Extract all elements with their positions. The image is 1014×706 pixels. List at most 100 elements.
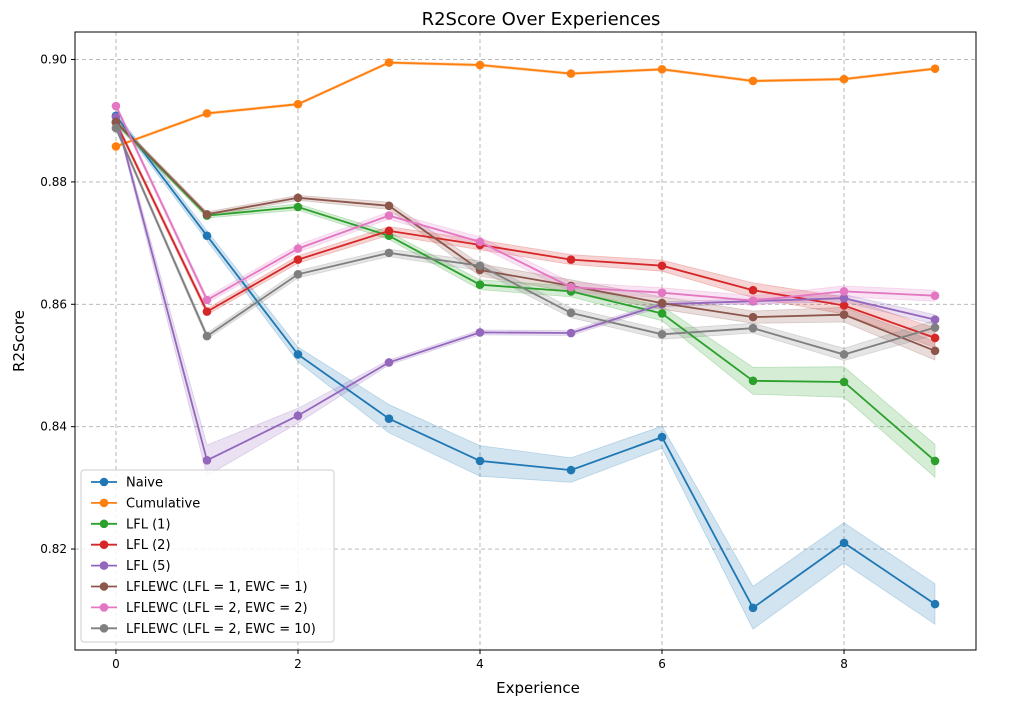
band-lfl-1- <box>115 119 936 479</box>
line-cumulative <box>115 61 936 148</box>
point-lfl-5 <box>930 315 940 324</box>
legend-marker <box>99 561 109 570</box>
point-lflewc-lfl-2-ewc-2 <box>930 291 940 301</box>
point-lfl-2 <box>384 226 394 236</box>
point-lfl-5 <box>384 358 394 367</box>
legend-label: LFLEWC (LFL = 2, EWC = 2) <box>126 601 308 616</box>
point-naive <box>475 456 485 466</box>
point-lflewc-lfl-1-ewc-1 <box>657 298 667 308</box>
point-lflewc-lfl-1-ewc-1 <box>748 312 758 322</box>
point-lfl-5 <box>293 411 303 420</box>
point-cumulative <box>293 99 303 109</box>
legend-marker <box>99 477 109 487</box>
x-axis-title: Experience <box>496 679 580 697</box>
legend-label: Naive <box>126 476 163 491</box>
point-naive <box>748 603 758 613</box>
point-lflewc-lfl-2-ewc-2 <box>839 287 849 296</box>
point-lflewc-lfl-2-ewc-2 <box>202 295 212 305</box>
line-lflewc-lfl-1-ewc-1 <box>115 121 936 352</box>
point-lfl-2 <box>930 333 940 343</box>
point-lfl-5 <box>839 293 849 303</box>
point-lflewc-lfl-2-ewc-2 <box>748 296 758 305</box>
point-lflewc-lfl-2-ewc-10 <box>566 308 576 318</box>
point-lfl-5 <box>202 456 212 465</box>
point-cumulative <box>475 60 485 70</box>
legend-label: Cumulative <box>126 496 200 511</box>
legend-label: LFL (2) <box>126 538 171 553</box>
point-lflewc-lfl-1-ewc-1 <box>111 117 121 127</box>
point-lfl-2 <box>566 255 576 264</box>
point-lfl-1 <box>293 202 303 212</box>
point-lflewc-lfl-2-ewc-2 <box>293 244 303 253</box>
point-lflewc-lfl-2-ewc-10 <box>748 323 758 333</box>
point-cumulative <box>930 64 940 74</box>
point-lflewc-lfl-2-ewc-2 <box>111 101 121 111</box>
x-tick-label: 8 <box>840 657 848 671</box>
legend-marker <box>99 603 109 612</box>
x-tick-label: 0 <box>112 657 120 671</box>
point-naive <box>839 538 849 548</box>
y-tick-label: 0.82 <box>40 542 67 556</box>
point-lflewc-lfl-2-ewc-2 <box>657 288 667 297</box>
point-cumulative <box>202 109 212 118</box>
point-naive <box>930 599 940 609</box>
legend-label: LFL (1) <box>126 517 171 532</box>
point-lfl-5 <box>566 328 576 338</box>
point-lflewc-lfl-2-ewc-2 <box>384 211 394 220</box>
y-tick-label: 0.88 <box>40 175 67 189</box>
point-lfl-1 <box>748 376 758 386</box>
x-tick-label: 6 <box>658 657 666 671</box>
point-lflewc-lfl-2-ewc-10 <box>839 350 849 359</box>
point-lflewc-lfl-2-ewc-10 <box>657 329 667 339</box>
point-lflewc-lfl-2-ewc-2 <box>475 237 485 247</box>
point-lflewc-lfl-2-ewc-10 <box>475 261 485 271</box>
line-lfl-1 <box>115 121 936 462</box>
band-lflewc-lfl-2-ewc-10- <box>115 125 936 362</box>
line-lfl-5 <box>115 116 936 462</box>
point-cumulative <box>111 142 121 151</box>
legend-marker <box>99 540 109 549</box>
point-cumulative <box>566 69 576 78</box>
y-tick-label: 0.90 <box>40 53 67 67</box>
point-cumulative <box>384 58 394 67</box>
point-lflewc-lfl-2-ewc-10 <box>111 123 121 133</box>
point-lflewc-lfl-2-ewc-10 <box>293 270 303 279</box>
legend: Naive Cumulative LFL (1) LFL (2) LFL (5) LFLE… <box>80 469 335 643</box>
point-lflewc-lfl-1-ewc-1 <box>384 201 394 211</box>
point-lflewc-lfl-2-ewc-2 <box>566 282 576 292</box>
point-naive <box>657 432 667 442</box>
point-lfl-2 <box>657 261 667 271</box>
point-naive <box>293 350 303 359</box>
point-lflewc-lfl-2-ewc-10 <box>930 323 940 332</box>
legend-label: LFL (5) <box>126 559 171 574</box>
point-lfl-5 <box>475 328 485 337</box>
line-lfl-2 <box>115 122 936 339</box>
legend-label: LFLEWC (LFL = 1, EWC = 1) <box>126 580 308 595</box>
legend-marker <box>99 519 109 529</box>
point-lfl-1 <box>839 377 849 387</box>
line-naive <box>115 115 936 610</box>
plot-frame <box>74 31 977 651</box>
point-lfl-1 <box>475 280 485 290</box>
y-tick-label: 0.86 <box>40 297 67 311</box>
legend-marker <box>99 624 109 633</box>
point-lfl-1 <box>930 456 940 466</box>
point-cumulative <box>657 65 667 74</box>
legend-marker <box>99 582 109 591</box>
point-cumulative <box>748 76 758 86</box>
point-cumulative <box>839 74 849 84</box>
series-lines <box>111 58 940 613</box>
point-lfl-2 <box>202 307 212 316</box>
band-naive <box>115 111 936 630</box>
point-naive <box>566 465 576 475</box>
legend-box <box>80 469 335 643</box>
legend-marker <box>99 498 109 508</box>
point-lflewc-lfl-1-ewc-1 <box>930 346 940 356</box>
line-lflewc-lfl-2-ewc-10 <box>115 127 936 356</box>
point-lfl-2 <box>748 285 758 295</box>
x-tick-label: 2 <box>294 657 302 671</box>
point-lflewc-lfl-1-ewc-1 <box>202 210 212 219</box>
line-lflewc-lfl-2-ewc-2 <box>115 105 936 302</box>
point-lfl-2 <box>293 255 303 264</box>
